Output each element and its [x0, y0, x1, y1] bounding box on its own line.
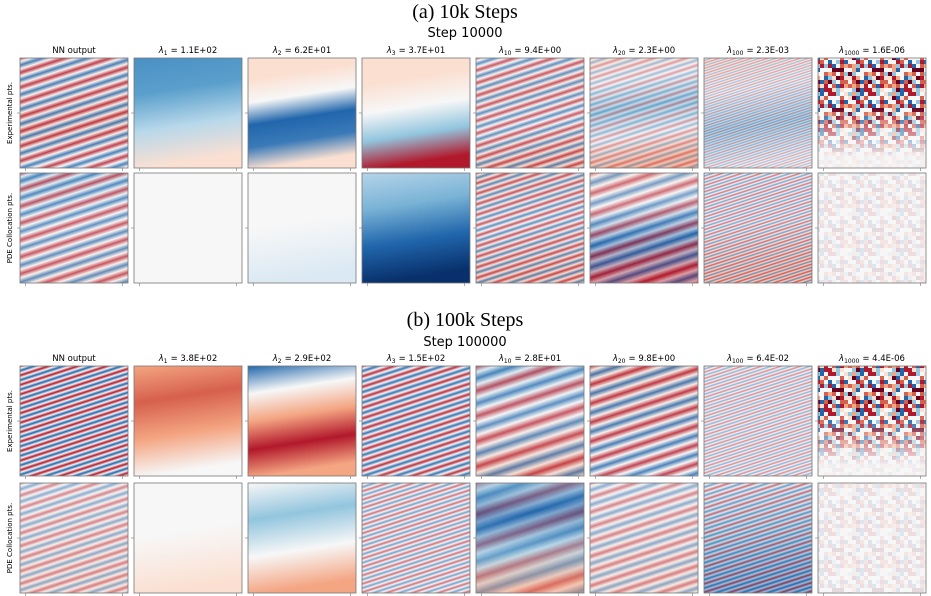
- heatmap-panel: [362, 173, 470, 283]
- column-label: λ2 = 6.2E+01: [272, 46, 332, 57]
- heatmap-panel: [704, 483, 812, 593]
- heatmap-panel: [248, 173, 356, 283]
- heatmap-panel: [248, 483, 356, 593]
- column-label: λ20 = 2.3E+00: [612, 46, 675, 57]
- subscript: 1000: [844, 358, 859, 365]
- column-label: λ10 = 2.8E+01: [498, 354, 561, 365]
- heatmap-panel: [590, 173, 698, 283]
- value: = 2.8E+01: [515, 354, 562, 364]
- heatmap-panel: [248, 366, 356, 476]
- column-label: λ3 = 3.7E+01: [386, 46, 446, 57]
- subscript: 2: [278, 358, 282, 365]
- column-label: λ2 = 2.9E+02: [272, 354, 332, 365]
- subscript: 1: [164, 358, 168, 365]
- subplot-title: Step 10000: [427, 26, 502, 41]
- heatmap-panel: [704, 366, 812, 476]
- column-label: λ1 = 1.1E+02: [158, 46, 218, 57]
- subscript: 1: [164, 50, 168, 57]
- column-label: λ20 = 9.8E+00: [612, 354, 675, 365]
- value: = 6.4E-02: [746, 354, 789, 364]
- value: = 6.2E+01: [285, 46, 332, 56]
- heatmap-panel: [134, 173, 242, 283]
- heatmap-panel: [134, 366, 242, 476]
- subscript: 10: [504, 50, 512, 57]
- heatmap-panel: [362, 58, 470, 168]
- value: = 3.8E+02: [171, 354, 218, 364]
- heatmap-panel: [818, 483, 926, 593]
- heatmap-panel: [704, 173, 812, 283]
- heatmap-panel: [362, 483, 470, 593]
- value: = 2.3E+00: [629, 46, 676, 56]
- column-label: λ100 = 6.4E-02: [726, 354, 789, 365]
- heatmap-panel: [20, 366, 128, 476]
- column-label: NN output: [52, 46, 96, 56]
- column-label: λ3 = 1.5E+02: [386, 354, 446, 365]
- heatmap-panel: [818, 58, 926, 168]
- heatmap-panel: [818, 366, 926, 476]
- heatmap-panel: [704, 58, 812, 168]
- caption: (b) 100k Steps: [407, 309, 524, 331]
- heatmap-panel: [20, 483, 128, 593]
- heatmap-panel: [362, 366, 470, 476]
- row-label: Experimental pts.: [6, 390, 14, 452]
- subscript: 20: [618, 358, 626, 365]
- subscript: 3: [392, 50, 396, 57]
- heatmap-panel: [590, 366, 698, 476]
- column-label: NN output: [52, 354, 96, 364]
- subscript: 3: [392, 358, 396, 365]
- column-label: λ100 = 2.3E-03: [726, 46, 789, 57]
- heatmap-panel: [818, 173, 926, 283]
- heatmap-panel: [590, 58, 698, 168]
- heatmap-panel: [476, 366, 584, 476]
- row-label: Experimental pts.: [6, 82, 14, 144]
- value: = 1.1E+02: [171, 46, 218, 56]
- column-label: λ1000 = 4.4E-06: [838, 354, 905, 365]
- subscript: 20: [618, 50, 626, 57]
- subscript: 1000: [844, 50, 859, 57]
- value: = 2.9E+02: [285, 354, 332, 364]
- value: = 3.7E+01: [399, 46, 446, 56]
- value: = 1.6E-06: [862, 46, 905, 56]
- value: = 9.4E+00: [515, 46, 562, 56]
- row-label: PDE Collocation pts.: [6, 193, 14, 263]
- heatmap-panel: [248, 58, 356, 168]
- subscript: 2: [278, 50, 282, 57]
- heatmap-panel: [20, 58, 128, 168]
- value: = 9.8E+00: [629, 354, 676, 364]
- heatmap-panel: [590, 483, 698, 593]
- subplot-title: Step 100000: [423, 335, 506, 350]
- column-label: λ1 = 3.8E+02: [158, 354, 218, 365]
- subscript: 100: [732, 358, 744, 365]
- heatmap-panel: [476, 58, 584, 168]
- column-label: λ10 = 9.4E+00: [498, 46, 561, 57]
- subscript: 100: [732, 50, 744, 57]
- value: = 4.4E-06: [862, 354, 905, 364]
- subscript: 10: [504, 358, 512, 365]
- heatmap-panel: [476, 173, 584, 283]
- row-label: PDE Collocation pts.: [6, 503, 14, 573]
- heatmap-panel: [134, 58, 242, 168]
- heatmap-panel: [476, 483, 584, 593]
- heatmap-panel: [20, 173, 128, 283]
- value: = 2.3E-03: [746, 46, 789, 56]
- caption: (a) 10k Steps: [412, 1, 518, 23]
- value: = 1.5E+02: [399, 354, 446, 364]
- column-label: λ1000 = 1.6E-06: [838, 46, 905, 57]
- heatmap-panel: [134, 483, 242, 593]
